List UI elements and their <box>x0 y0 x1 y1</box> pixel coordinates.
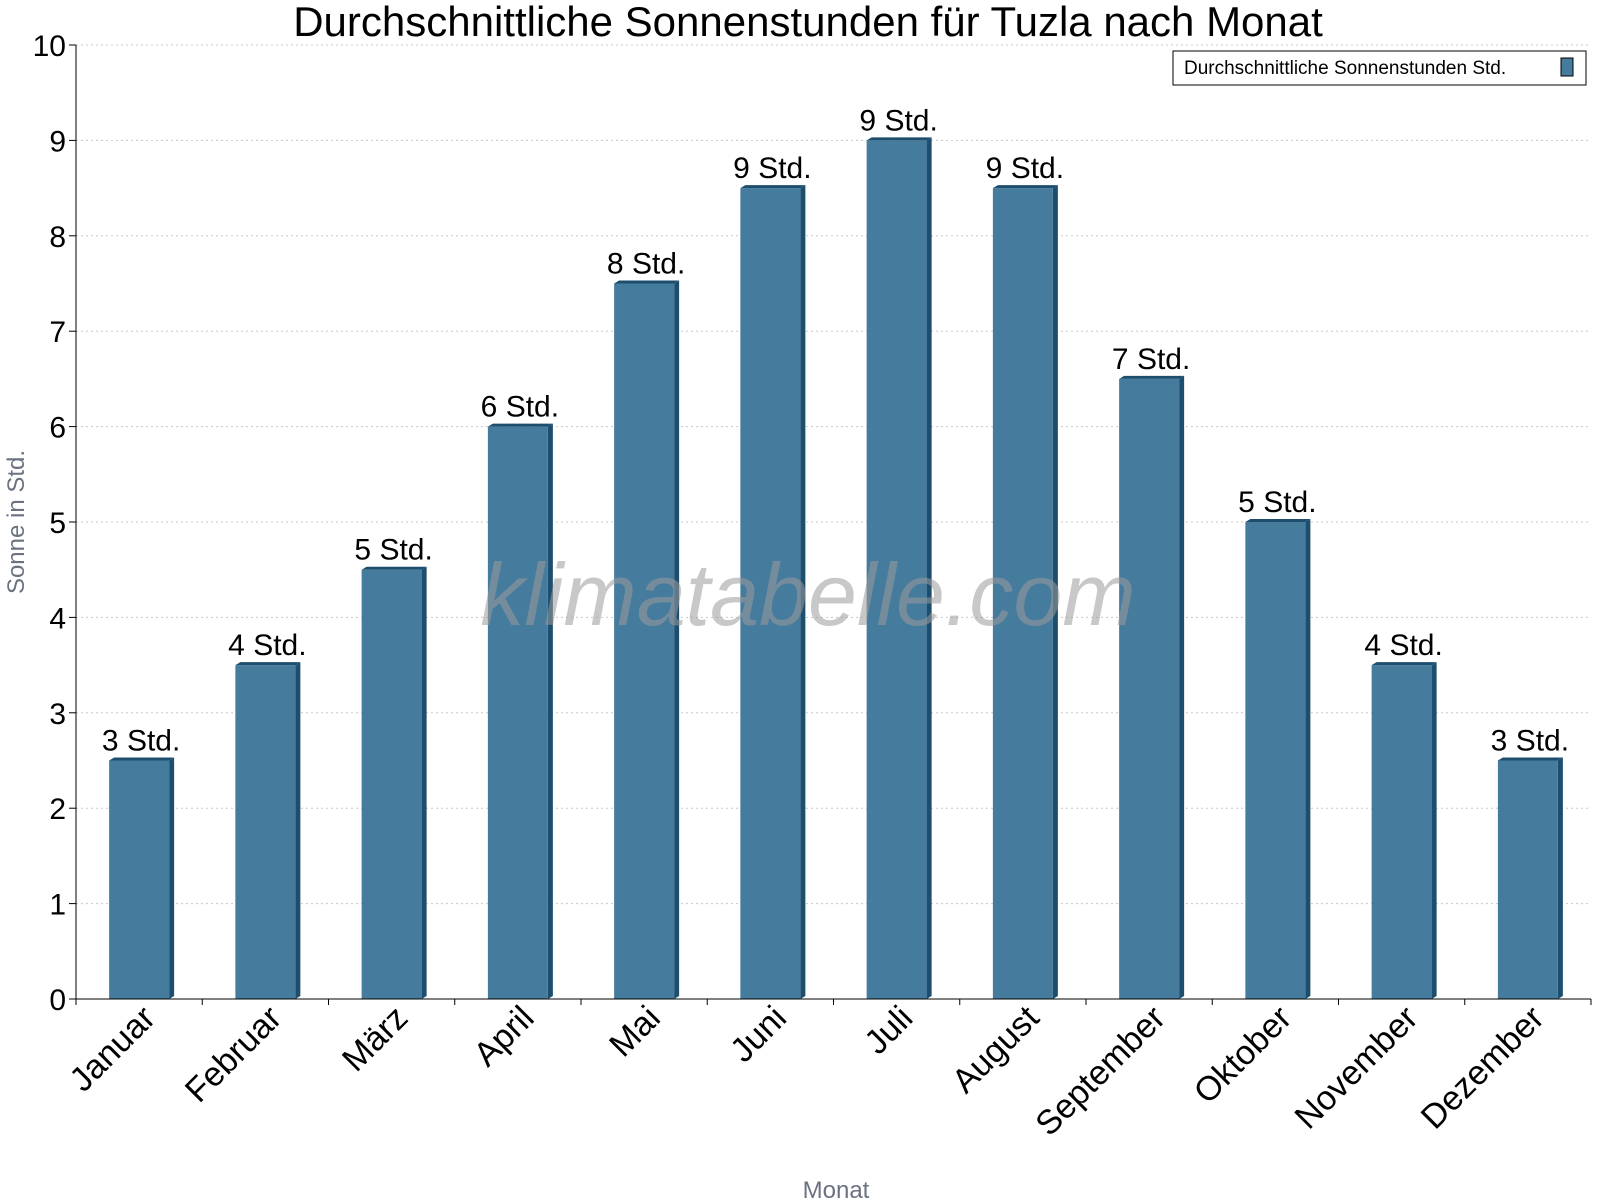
bar-top <box>1497 757 1563 761</box>
bar-front <box>1371 665 1432 999</box>
data-label: 3 Std. <box>1491 725 1569 758</box>
bar-side <box>800 185 806 1000</box>
x-tick-label: Februar <box>178 999 289 1110</box>
bar-top <box>487 423 553 427</box>
bar-top <box>992 185 1058 189</box>
data-label: 9 Std. <box>986 152 1064 185</box>
x-tick-label: April <box>467 999 542 1074</box>
bar-top <box>1119 375 1185 379</box>
bar-side <box>547 423 553 1000</box>
bar-dezember <box>1497 757 1563 999</box>
bar-side <box>674 280 680 999</box>
bar-top <box>614 280 680 284</box>
legend-box <box>1172 50 1587 86</box>
grid-lines <box>76 44 1591 905</box>
bar-front <box>614 283 675 999</box>
bar-oktober <box>1245 519 1311 999</box>
y-tick-label: 9 <box>49 125 66 158</box>
y-tick-label: 7 <box>49 316 66 349</box>
y-tick-label: 1 <box>49 889 66 922</box>
y-tick-label: 3 <box>49 698 66 731</box>
data-label: 9 Std. <box>859 104 937 137</box>
bar-top <box>109 757 175 761</box>
y-axis-label: Sonne in Std. <box>3 450 30 594</box>
bar-front <box>487 426 548 1000</box>
bar-juni <box>740 185 806 1000</box>
x-tick-label: Januar <box>62 999 162 1099</box>
bar-side <box>926 137 932 999</box>
y-axis-ticks: 0 1 2 3 4 5 6 7 8 9 10 <box>33 30 76 1017</box>
bar-front <box>235 665 296 999</box>
x-tick-label: März <box>335 999 415 1079</box>
bar-april <box>487 423 553 1000</box>
bar-side <box>421 566 427 999</box>
bar-side <box>169 757 175 999</box>
x-tick-label: August <box>945 998 1047 1100</box>
bar-mai <box>614 280 680 999</box>
bar-front <box>866 140 927 999</box>
bar-januar <box>109 757 175 999</box>
bar-februar <box>235 662 301 999</box>
data-label: 4 Std. <box>1364 629 1442 662</box>
data-labels: 3 Std. 4 Std. 5 Std. 6 Std. 8 Std. 9 Std. 9 St… <box>102 104 1569 757</box>
x-tick-label: September <box>1028 999 1172 1143</box>
chart-title: Durchschnittliche Sonnenstunden für Tuzl… <box>293 0 1323 45</box>
y-tick-label: 8 <box>49 221 66 254</box>
bar-side <box>1305 519 1311 999</box>
x-tick-label: Dezember <box>1414 999 1552 1137</box>
data-label: 5 Std. <box>1238 486 1316 519</box>
y-tick-label: 10 <box>33 30 66 63</box>
bar-top <box>361 566 427 570</box>
x-tick-label: Mai <box>602 999 668 1065</box>
data-label: 3 Std. <box>102 725 180 758</box>
bar-november <box>1371 662 1437 999</box>
bar-side <box>1557 757 1563 999</box>
x-axis-ticks: Januar Februar März April Mai Juni Juli AugustS… <box>62 998 1592 1143</box>
bar-front <box>1245 522 1306 999</box>
x-tick-label: Juni <box>723 999 794 1070</box>
bar-top <box>866 137 932 141</box>
data-label: 6 Std. <box>481 391 559 424</box>
x-tick-label: Oktober <box>1187 999 1299 1111</box>
x-axis-label: Monat <box>803 1177 870 1200</box>
data-label: 9 Std. <box>733 152 811 185</box>
data-label: 7 Std. <box>1112 343 1190 376</box>
legend-swatch <box>1560 57 1574 77</box>
bar-front <box>1497 760 1558 999</box>
bar-top <box>1371 662 1437 666</box>
data-label: 8 Std. <box>607 248 685 281</box>
bar-front <box>1119 378 1180 999</box>
bar-top <box>740 185 806 189</box>
bar-märz <box>361 566 427 999</box>
x-tick-label: Juli <box>857 999 920 1062</box>
bar-august <box>992 185 1058 1000</box>
bar-juli <box>866 137 932 999</box>
bar-side <box>1431 662 1437 999</box>
bar-september <box>1119 375 1185 999</box>
legend: Durchschnittliche Sonnenstunden Std. <box>1172 50 1587 86</box>
x-tick-label: November <box>1288 999 1426 1137</box>
y-tick-label: 4 <box>49 602 66 635</box>
bar-side <box>1052 185 1058 1000</box>
data-label: 4 Std. <box>228 629 306 662</box>
bar-front <box>361 569 422 999</box>
bar-top <box>235 662 301 666</box>
data-label: 5 Std. <box>354 534 432 567</box>
y-tick-label: 6 <box>49 412 66 445</box>
bar-front <box>109 760 170 999</box>
legend-label: Durchschnittliche Sonnenstunden Std. <box>1184 58 1506 79</box>
bar-side <box>1179 375 1185 999</box>
y-tick-label: 0 <box>49 984 66 1017</box>
bar-front <box>740 188 801 1000</box>
watermark-text: klimatabelle.com <box>480 545 1135 644</box>
bars <box>109 137 1563 1000</box>
bar-front <box>992 188 1053 1000</box>
y-tick-label: 2 <box>49 793 66 826</box>
bar-side <box>295 662 301 999</box>
y-tick-label: 5 <box>49 507 66 540</box>
bar-top <box>1245 519 1311 522</box>
